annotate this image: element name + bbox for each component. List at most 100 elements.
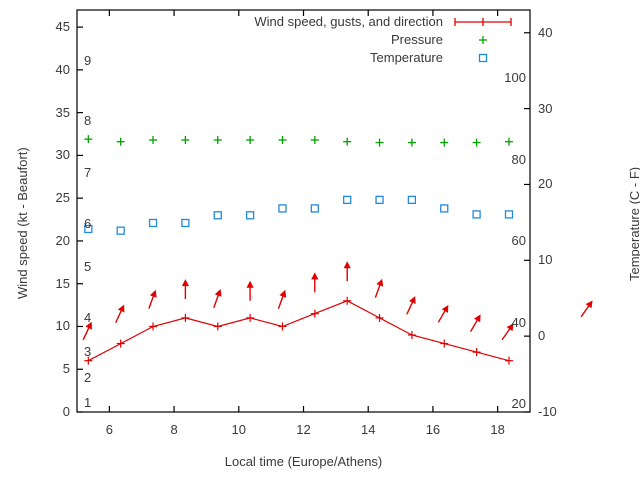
wind-speed-point xyxy=(504,356,513,365)
wind-direction-arrow xyxy=(181,279,190,300)
x-tick-label: 6 xyxy=(105,422,113,437)
x-axis-title: Local time (Europe/Athens) xyxy=(224,454,383,469)
wind-direction-arrow-overflow xyxy=(580,300,593,318)
beaufort-scale-label: 9 xyxy=(84,53,92,69)
x-tick-label: 18 xyxy=(490,422,505,437)
pressure-scale-label: 20 xyxy=(511,396,526,412)
temperature-point xyxy=(440,204,449,213)
legend-sample-square xyxy=(478,53,488,63)
y2-axis-title: Temperature (C - F) xyxy=(627,166,640,281)
pressure-point xyxy=(343,137,352,146)
temperature-point xyxy=(213,211,222,220)
pressure-point xyxy=(440,138,449,147)
pressure-point xyxy=(84,135,93,144)
wind-speed-point xyxy=(84,356,93,365)
arrow-head xyxy=(246,280,254,288)
wind-speed-point xyxy=(246,313,255,322)
pressure-point xyxy=(504,137,513,146)
y-tick-label: 40 xyxy=(55,61,70,77)
y-tick-label: 0 xyxy=(62,404,70,419)
beaufort-scale-label: 7 xyxy=(84,164,92,180)
pressure-point xyxy=(213,136,222,145)
pressure-point xyxy=(246,136,255,145)
pressure-scale-label: 60 xyxy=(511,233,526,249)
beaufort-scale-label: 4 xyxy=(84,309,92,325)
pressure-point xyxy=(407,138,416,147)
wind-direction-arrow xyxy=(406,296,416,315)
pressure-point xyxy=(116,137,125,146)
arrow-head xyxy=(181,279,190,287)
pressure-scale-label: 40 xyxy=(511,314,526,330)
legend-label: Pressure xyxy=(390,32,443,47)
arrow-head xyxy=(441,304,449,313)
temperature-point xyxy=(148,218,158,228)
wind-speed-point xyxy=(472,348,481,357)
pressure-scale-label: 80 xyxy=(511,151,526,167)
pressure-point xyxy=(149,136,158,145)
y-tick-label: 45 xyxy=(55,19,70,35)
arrow-head xyxy=(85,321,92,330)
temperature-point xyxy=(84,224,93,234)
beaufort-scale-label: 3 xyxy=(84,344,92,360)
x-tick-label: 14 xyxy=(360,422,376,437)
pressure-point xyxy=(375,138,384,147)
pressure-point xyxy=(310,136,319,145)
pressure-point xyxy=(181,136,190,145)
wind-direction-arrow xyxy=(343,261,351,282)
x-tick-label: 8 xyxy=(170,422,178,437)
temperature-point xyxy=(181,218,190,228)
arrow-head xyxy=(409,296,416,305)
x-tick-label: 12 xyxy=(296,422,311,437)
wind-speed-point xyxy=(181,313,190,322)
wind-speed-point xyxy=(116,339,125,348)
y-tick-label: 5 xyxy=(62,361,70,377)
temperature-point xyxy=(375,195,384,205)
temperature-point xyxy=(116,226,125,235)
arrow-head xyxy=(376,278,384,287)
arrow-head xyxy=(311,272,319,280)
wind-speed-point xyxy=(149,322,158,331)
arrow-head xyxy=(117,304,125,313)
temperature-point xyxy=(245,211,255,220)
y2-tick-label: 10 xyxy=(538,252,553,268)
arrow-head xyxy=(279,289,287,298)
arrow-head xyxy=(343,261,351,269)
y-tick-label: 10 xyxy=(55,318,70,334)
wind-direction-arrow xyxy=(277,289,287,309)
wind-speed-point xyxy=(440,339,449,348)
beaufort-scale-label: 2 xyxy=(84,369,92,385)
temperature-point xyxy=(310,204,319,213)
wind-direction-arrow xyxy=(311,272,319,293)
arrow-head xyxy=(585,300,593,309)
legend-label: Wind speed, gusts, and direction xyxy=(254,14,443,29)
temperature-point xyxy=(472,210,481,219)
wind-speed-point xyxy=(278,322,287,331)
beaufort-scale-label: 6 xyxy=(84,215,92,231)
y2-tick-label: 30 xyxy=(538,100,553,116)
y-tick-label: 15 xyxy=(55,275,70,291)
wind-direction-arrow xyxy=(470,314,481,333)
y-tick-label: 20 xyxy=(55,232,70,248)
beaufort-scale-label: 5 xyxy=(84,258,92,274)
temperature-point xyxy=(407,195,417,205)
y2-tick-label: 20 xyxy=(538,176,553,192)
y2-tick-label: -10 xyxy=(538,404,557,419)
y2-tick-label: 40 xyxy=(538,24,553,40)
pressure-scale-label: 100 xyxy=(504,70,526,86)
temperature-point xyxy=(278,204,287,213)
wind-speed-point xyxy=(375,313,384,322)
wind-direction-arrow xyxy=(501,323,514,341)
beaufort-scale-label: 8 xyxy=(84,113,92,129)
wind-direction-arrow xyxy=(374,278,384,298)
y-tick-label: 35 xyxy=(55,104,70,120)
wind-speed-point xyxy=(213,322,222,331)
x-tick-label: 10 xyxy=(231,422,247,437)
wind-speed-point xyxy=(310,309,319,318)
arrow-head xyxy=(214,288,222,297)
wind-direction-arrow xyxy=(246,280,254,301)
wind-speed-line xyxy=(88,300,510,362)
y-tick-label: 30 xyxy=(55,147,70,163)
legend-label: Temperature xyxy=(370,50,443,65)
